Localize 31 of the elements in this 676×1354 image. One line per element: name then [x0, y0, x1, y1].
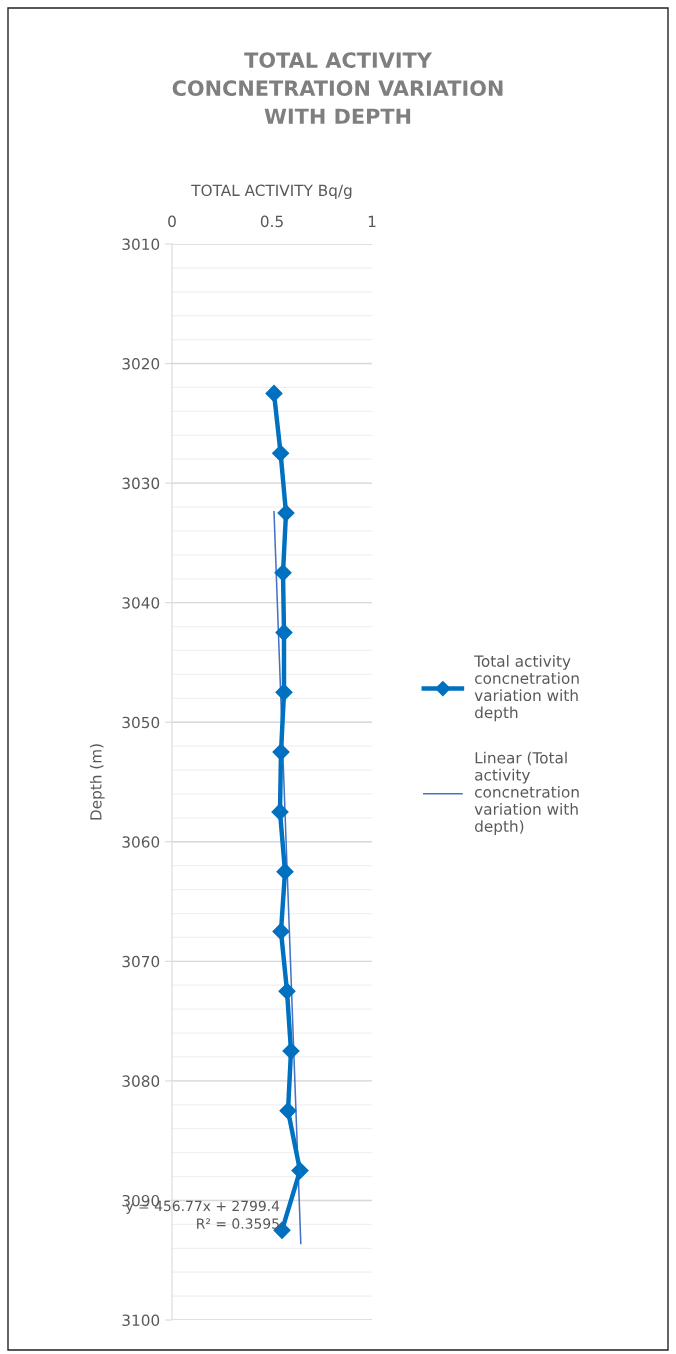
x-tick-label: 0.5: [260, 215, 283, 228]
point: [272, 922, 290, 940]
y-tick-label: 3070: [122, 955, 160, 968]
y-tick-label: 3020: [122, 358, 160, 370]
y-tick-label: 3030: [122, 477, 160, 490]
y-tick-label: 3050: [122, 716, 160, 729]
y-tick-label: 3010: [122, 238, 160, 251]
legend-label: Total activity concnetration variation with depth: [474, 655, 579, 722]
point: [282, 1042, 300, 1060]
point: [272, 444, 290, 462]
y-tick-label: 3040: [122, 597, 160, 609]
y-axis-title: Depth (m): [89, 744, 105, 820]
y-tick-label: 3100: [122, 1314, 160, 1327]
point: [291, 1162, 309, 1180]
point: [278, 982, 296, 1000]
point: [271, 803, 289, 821]
chart-title: TOTAL ACTIVITY CONCNETRATION VARIATION WITH DEPTH: [172, 52, 503, 124]
point: [265, 384, 283, 402]
point: [277, 504, 295, 522]
x-axis-title: TOTAL ACTIVITY Bq/g: [191, 184, 352, 200]
y-tick-label: 3080: [122, 1075, 160, 1087]
point: [275, 683, 293, 701]
point: [279, 1102, 297, 1120]
x-tick-label: 1: [368, 215, 376, 227]
legend-label: Linear (Total activity concnetration variation with depth): [474, 751, 579, 835]
point: [272, 743, 290, 761]
point: [275, 624, 293, 642]
x-tick-label: 0: [168, 215, 176, 228]
y-tick-label: 3060: [122, 836, 160, 848]
point: [276, 863, 294, 881]
point: [274, 564, 292, 582]
